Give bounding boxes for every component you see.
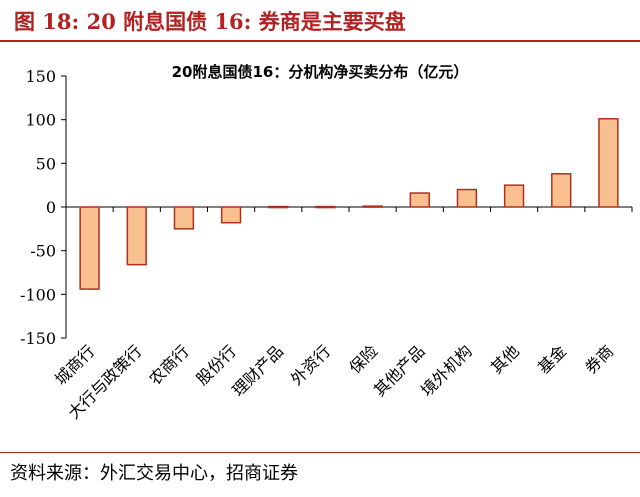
x-tick-label: 外资行 <box>287 341 334 388</box>
x-tick-label: 其他产品 <box>370 341 429 400</box>
bar <box>268 205 289 209</box>
source-rule <box>0 452 640 453</box>
figure-header: 图 18: 20 附息国债 16: 券商是主要买盘 <box>0 0 640 44</box>
source-note: 资料来源：外汇交易中心，招商证券 <box>10 463 298 484</box>
bar <box>79 206 100 290</box>
y-tick-label: 50 <box>36 154 56 173</box>
y-tick-label: 150 <box>25 67 56 86</box>
x-tick-label: 农商行 <box>145 341 192 388</box>
x-tick-label: 保险 <box>345 341 381 377</box>
title-rule <box>0 40 640 42</box>
chart-title: 20附息国债16：分机构净买卖分布（亿元） <box>172 63 469 81</box>
x-tick-label: 基金 <box>534 341 570 377</box>
y-tick-label: 100 <box>25 111 56 130</box>
bar <box>315 205 336 209</box>
y-tick-label: -50 <box>30 242 56 261</box>
bar <box>362 205 383 208</box>
bar <box>173 206 195 230</box>
y-tick-label: 0 <box>46 198 56 217</box>
bar <box>126 206 147 266</box>
bar-chart: 20附息国债16：分机构净买卖分布（亿元） 150 100 50 0 -50 -100 -1… <box>20 63 633 423</box>
bar <box>409 192 430 208</box>
tick-labels: 150100500-50-100-150城商行大行与政策行 农商行 股份行理财产品外… <box>20 67 617 423</box>
y-tick-label: -100 <box>20 285 56 304</box>
bar <box>503 184 525 208</box>
axes <box>61 75 633 339</box>
bars <box>79 118 619 290</box>
x-tick-label: 境外机构 <box>417 341 476 400</box>
chart-area: 20附息国债16：分机构净买卖分布（亿元） 150 100 50 0 -50 -100 -1… <box>0 46 640 451</box>
figure-title: 图 18: 20 附息国债 16: 券商是主要买盘 <box>14 9 406 34</box>
bar <box>220 206 242 224</box>
x-tick-label: 理财产品 <box>228 341 287 400</box>
bar <box>551 173 572 208</box>
bar <box>598 118 619 208</box>
x-tick-label: 其他 <box>487 341 523 377</box>
x-tick-label: 券商 <box>581 341 617 377</box>
bar <box>456 188 478 208</box>
y-tick-label: -150 <box>20 329 56 348</box>
